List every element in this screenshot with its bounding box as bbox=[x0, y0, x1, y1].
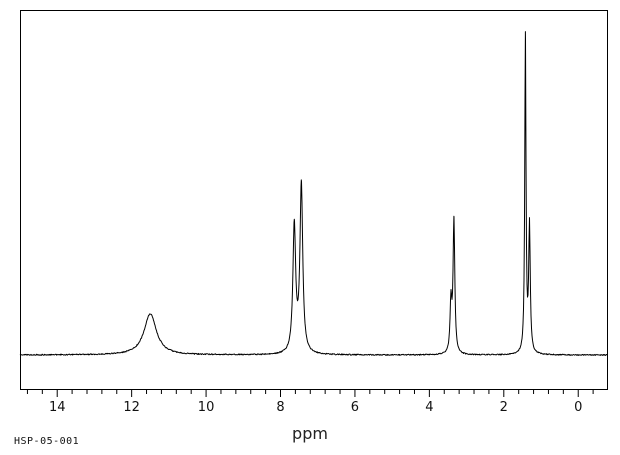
plot-frame bbox=[20, 10, 608, 390]
spectrum-id-label: HSP-05-001 bbox=[14, 436, 80, 447]
x-axis-tick-label: 14 bbox=[49, 400, 66, 415]
x-axis-ticks: 14 12 10 8 6 4 2 0 bbox=[26, 389, 594, 415]
x-axis-tick-label: 2 bbox=[500, 400, 508, 415]
x-axis-tick-label: 0 bbox=[574, 400, 582, 415]
x-axis-tick-label: 6 bbox=[351, 400, 359, 415]
x-axis-tick-label: 4 bbox=[425, 400, 433, 415]
x-axis-tick-label: 12 bbox=[123, 400, 140, 415]
x-axis-tick-label: 10 bbox=[198, 400, 215, 415]
x-axis-tick-label: 8 bbox=[276, 400, 284, 415]
spectrum-trace bbox=[19, 31, 609, 356]
x-axis-label: ppm bbox=[292, 424, 328, 443]
